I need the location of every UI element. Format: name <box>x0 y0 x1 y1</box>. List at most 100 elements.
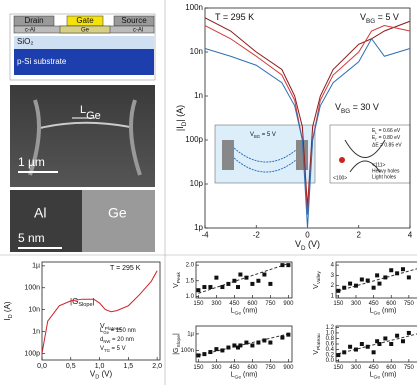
label-part: Ge <box>86 110 101 122</box>
data-point <box>395 333 400 338</box>
x-tick-label: 1,0 <box>95 363 105 370</box>
x-axis-label-part: Ge <box>235 310 242 316</box>
band-curve <box>344 139 386 173</box>
data-point <box>406 330 411 335</box>
y-tick-label: 1 <box>331 294 335 300</box>
data-point <box>375 339 380 344</box>
y-tick-label: 1n <box>32 328 40 335</box>
x-tick-label: 750 <box>265 365 276 371</box>
y-tick-label: 10p <box>190 179 204 188</box>
data-point <box>348 281 353 286</box>
al-region <box>10 190 82 252</box>
data-point <box>214 347 219 352</box>
x-axis-label-part: Ge <box>374 374 381 380</box>
data-point <box>202 352 207 357</box>
y-axis-label-part: V <box>313 284 320 289</box>
data-point <box>262 272 267 277</box>
ge-region <box>82 190 155 252</box>
annotation-part: L <box>100 328 104 334</box>
x-tick-label: 150 <box>193 365 204 371</box>
x-tick-label: 0 <box>305 230 310 239</box>
x-tick-label: 750 <box>265 301 276 307</box>
annotation-part: V <box>360 12 366 22</box>
inset-frame <box>329 124 411 184</box>
data-point <box>336 353 341 358</box>
x-tick-label: 300 <box>211 301 222 307</box>
x-tick-label: 150 <box>193 301 204 307</box>
tem-image: Al Ge 5 nm <box>10 190 155 252</box>
inset-label: ΔE = 0.85 eV <box>372 142 402 148</box>
y-tick-label: 0.0 <box>326 358 335 364</box>
x-axis-label-part: L <box>370 307 374 314</box>
y-axis-label: VPeak <box>173 272 182 288</box>
annotation-part: BG <box>366 18 375 25</box>
data-point <box>268 281 273 286</box>
label: SiO₂ <box>17 37 33 46</box>
label: 5 nm <box>18 231 45 245</box>
annotation: dNW = 20 nm <box>100 337 134 344</box>
annotation-part: = 20 nm <box>110 337 134 343</box>
x-tick-label: 300 <box>351 301 362 307</box>
data-point <box>256 340 261 345</box>
x-axis-label: VD (V) <box>90 370 113 381</box>
x-tick-label: 900 <box>283 301 294 307</box>
data-point <box>268 340 273 345</box>
data-point <box>244 275 249 280</box>
contact-image <box>28 99 142 176</box>
contact <box>296 140 308 170</box>
y-tick-label: 2 <box>331 283 335 289</box>
label: Al <box>34 205 46 221</box>
y-axis-label-part: Peak <box>176 272 182 284</box>
y-axis-label-part: (A) <box>3 301 12 314</box>
data-point <box>336 288 341 293</box>
data-point <box>226 345 231 350</box>
x-tick-label: 600 <box>386 365 397 371</box>
y-axis-label-part: Slope <box>176 335 182 348</box>
data-point <box>383 336 388 341</box>
label-part: L <box>80 104 86 116</box>
y-axis-label-part: D <box>181 121 188 126</box>
annotation: VBG = 5 V <box>360 12 399 25</box>
y-tick-label: 1.0 <box>326 331 335 337</box>
annotation: |GSlope| <box>70 297 95 308</box>
y-axis-label-part: | (A) <box>175 105 185 122</box>
data-point <box>389 268 394 273</box>
x-axis-label: LGe (nm) <box>231 371 258 380</box>
data-point <box>383 275 388 280</box>
y-axis-label-part: Valley <box>316 271 322 285</box>
data-point <box>389 342 394 346</box>
series-line <box>204 17 411 208</box>
y-tick-label: 1.0 <box>186 294 195 300</box>
x-tick-label: -2 <box>253 230 261 239</box>
y-tick-label: 4 <box>331 263 335 269</box>
x-tick-label: 750 <box>404 301 415 307</box>
nanowire-image <box>39 121 131 129</box>
inset-label-part: Γ <box>375 138 377 142</box>
y-tick-label: 3 <box>331 273 335 279</box>
data-point <box>232 278 237 283</box>
inset-label-part: E <box>372 135 376 141</box>
label: LGe <box>80 104 101 122</box>
x-axis-label-part: (V) <box>99 370 112 379</box>
y-axis-label: VValley <box>313 271 322 289</box>
data-point <box>280 335 285 340</box>
annotation-part: Slope <box>78 302 92 308</box>
data-point <box>359 342 364 346</box>
series-line <box>41 270 158 354</box>
data-point <box>250 281 255 286</box>
x-axis-label-part: L <box>231 307 235 314</box>
data-point <box>342 350 347 355</box>
x-tick-label: -4 <box>201 230 209 239</box>
x-tick-label: 150 <box>333 365 344 371</box>
y-tick-label: 100n <box>181 348 194 354</box>
x-axis-label: VD (V) <box>295 239 320 252</box>
y-axis-label-part: V <box>173 283 180 288</box>
annotation: VPlateau <box>100 323 122 332</box>
inset-label: EΓ = 0.80 eV <box>372 135 401 142</box>
annotation-part: V <box>100 346 104 352</box>
annotation-part: Plateau <box>105 326 122 332</box>
y-axis-label-part: V <box>313 350 320 355</box>
x-tick-label: 450 <box>369 365 380 371</box>
x-axis-label: LGe (nm) <box>231 307 258 316</box>
